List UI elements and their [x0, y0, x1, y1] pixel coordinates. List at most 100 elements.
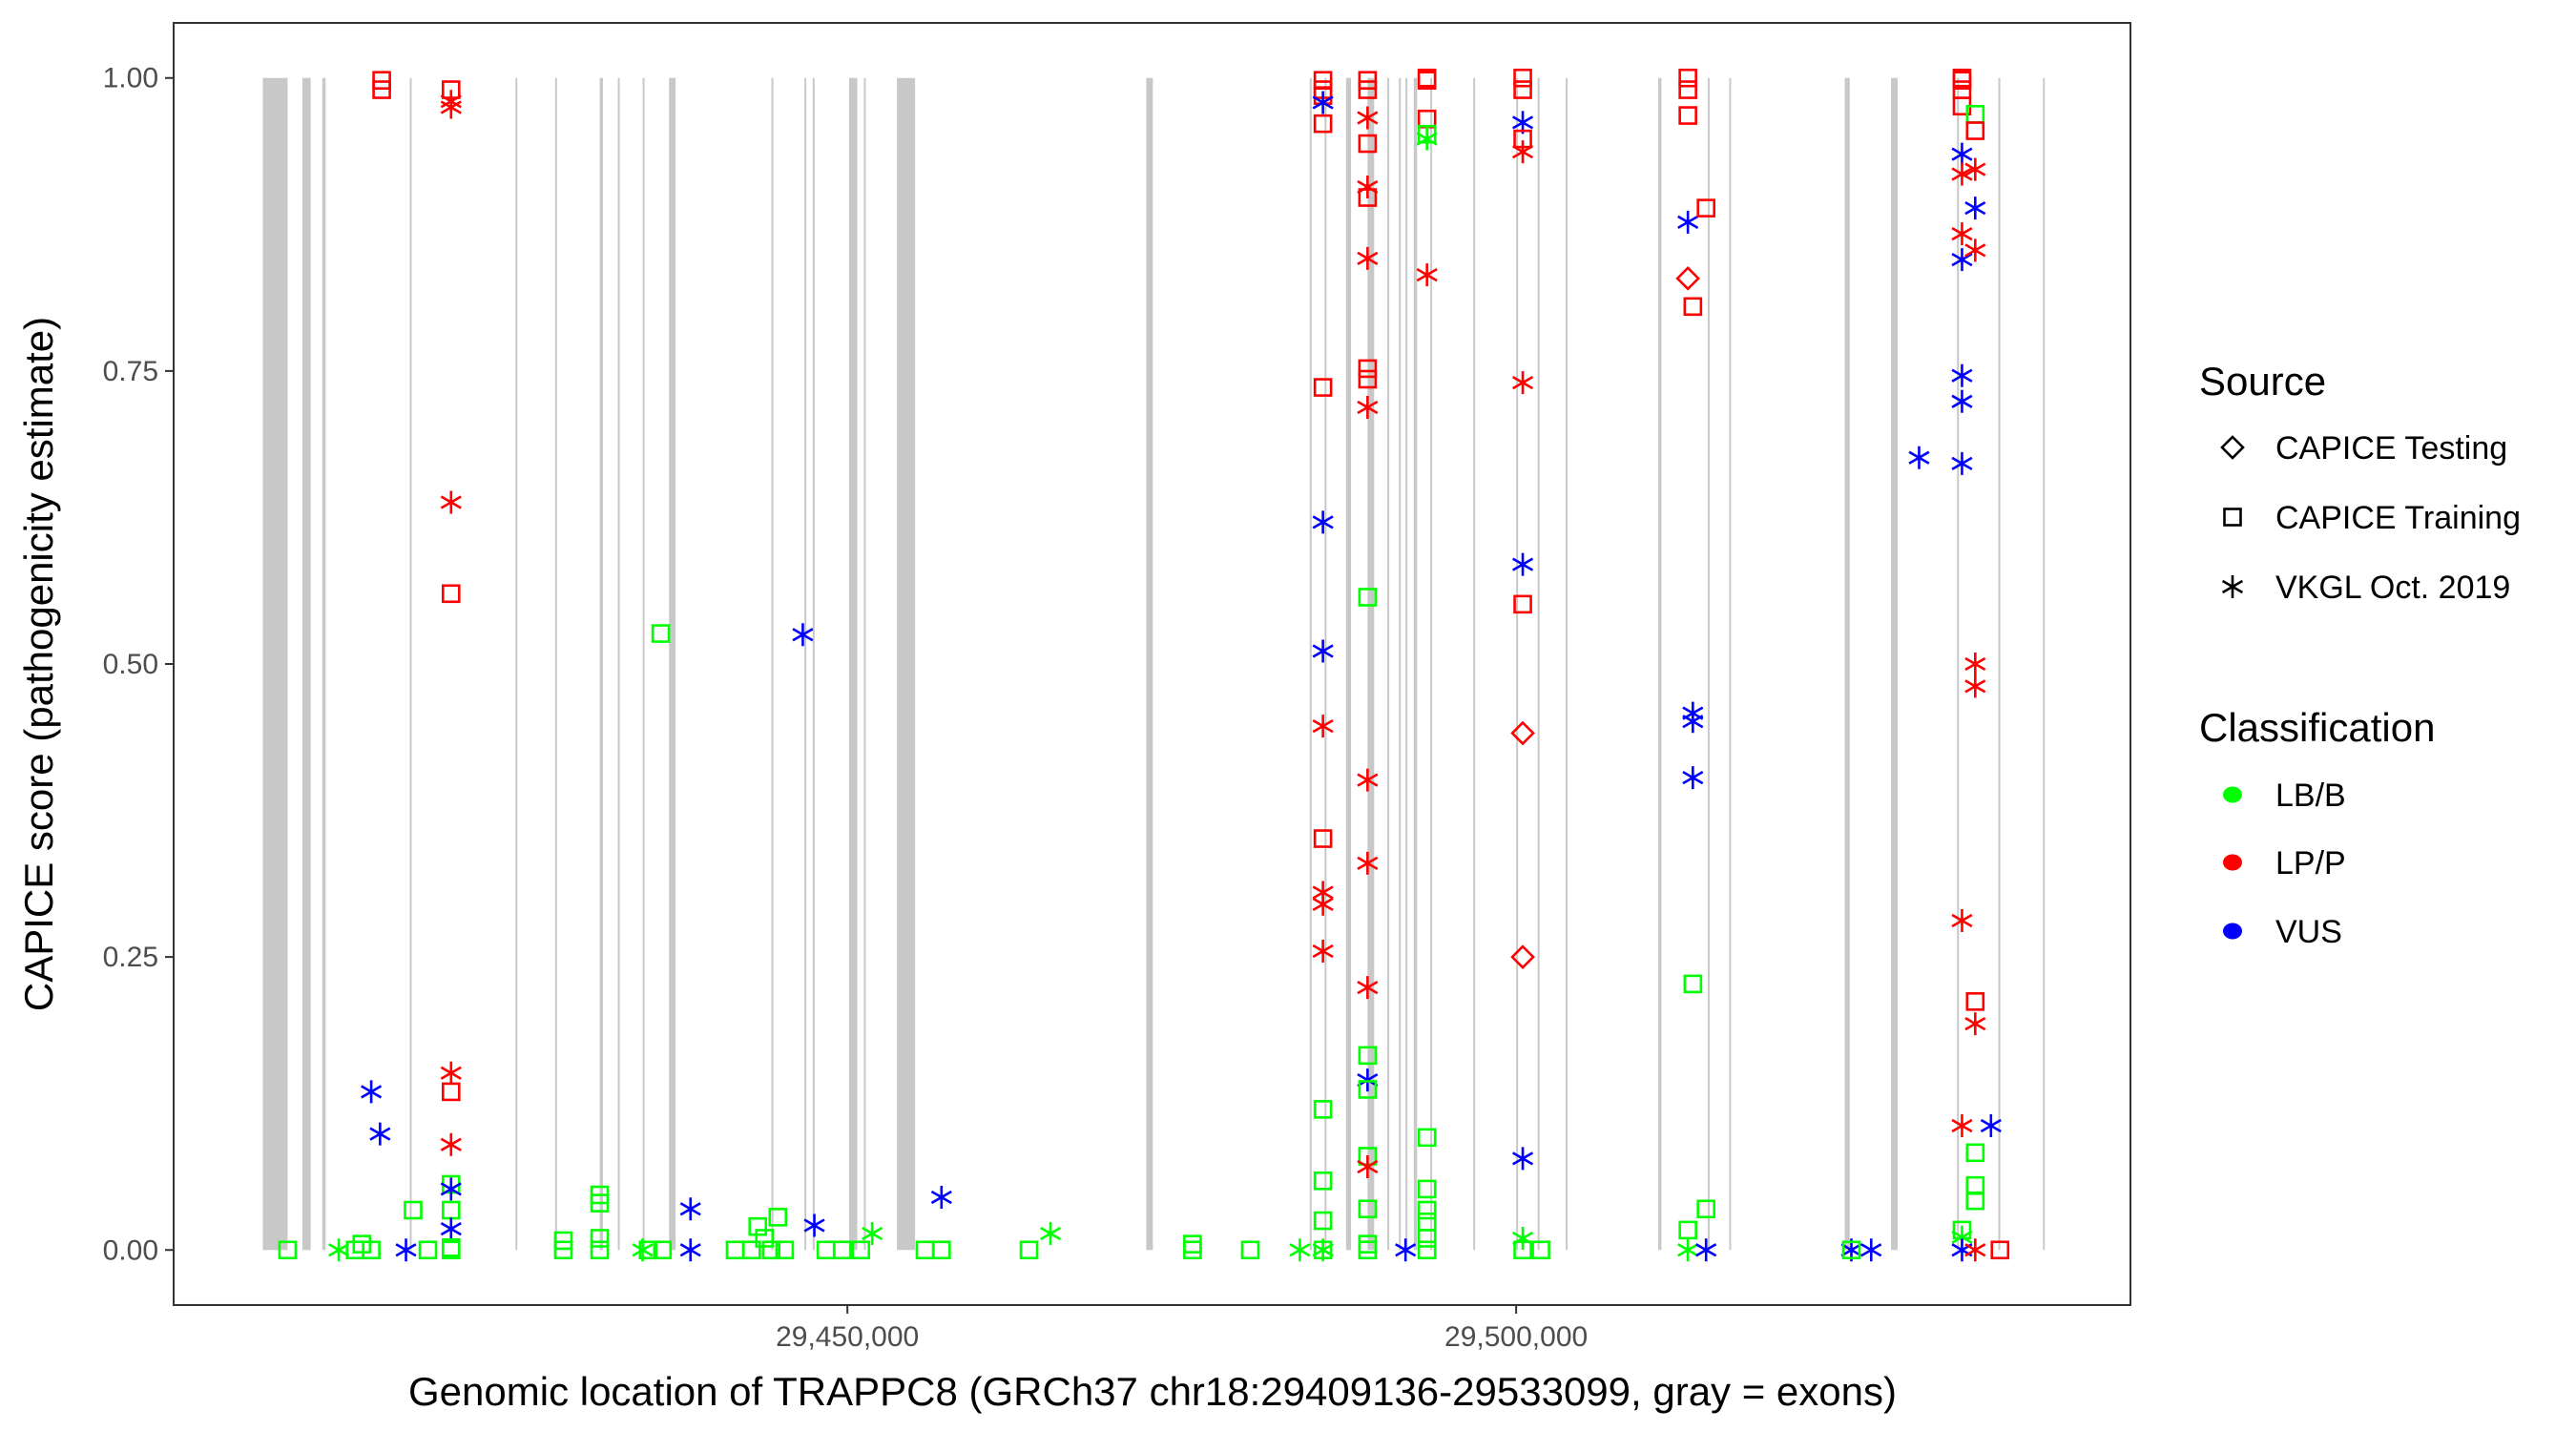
data-point: [1964, 197, 1986, 220]
data-point: [679, 1197, 701, 1221]
data-point: [1980, 1114, 2002, 1138]
data-point: [1417, 1179, 1437, 1199]
data-point: [1357, 175, 1379, 198]
data-point: [1357, 106, 1379, 130]
data-point: [816, 1240, 836, 1260]
data-point: [1417, 1128, 1437, 1148]
legend-asterisk-icon: [2221, 575, 2244, 598]
data-point: [651, 624, 671, 643]
exon-band: [1413, 77, 1418, 1251]
y-tick-label: 0.25: [103, 942, 158, 973]
data-point: [1964, 1012, 1986, 1036]
data-point: [1240, 1240, 1260, 1260]
data-point: [792, 623, 814, 647]
data-point: [1357, 1068, 1379, 1092]
data-point: [1951, 451, 1973, 475]
legend-square-icon: [2223, 508, 2242, 527]
data-point: [369, 1122, 391, 1146]
data-point: [1357, 768, 1379, 792]
data-point: [1951, 222, 1973, 246]
data-point: [1417, 109, 1437, 129]
legend-dot-icon: [2223, 854, 2242, 871]
data-point: [833, 1240, 852, 1260]
y-tick-label: 1.00: [103, 63, 158, 94]
data-point: [1513, 594, 1532, 614]
data-point: [1951, 389, 1973, 413]
exon-band: [2043, 77, 2046, 1251]
exon-band: [863, 77, 866, 1251]
data-point: [395, 1238, 417, 1262]
data-point: [441, 80, 461, 99]
data-point: [1040, 1222, 1062, 1246]
exon-band: [554, 77, 557, 1251]
data-point: [590, 1185, 610, 1205]
data-point: [1682, 710, 1704, 734]
data-point: [404, 1200, 423, 1220]
exon-band: [1844, 77, 1850, 1251]
exon-band: [1309, 77, 1312, 1251]
exon-band: [812, 77, 815, 1251]
data-point: [768, 1208, 788, 1227]
data-point: [1513, 68, 1532, 88]
data-point: [441, 1200, 461, 1220]
data-point: [1417, 1212, 1437, 1232]
data-point: [440, 1132, 462, 1156]
exon-band: [409, 77, 412, 1251]
legend: Source Classification CAPICE Testing CAPI…: [2199, 359, 2521, 950]
data-point: [372, 80, 391, 99]
data-point: [440, 490, 462, 514]
exon-band: [1399, 77, 1402, 1251]
data-point: [1313, 1100, 1333, 1119]
data-point: [1183, 1240, 1202, 1260]
data-point: [1358, 1240, 1378, 1260]
data-point: [1357, 976, 1379, 1000]
data-point: [1678, 80, 1697, 99]
data-point: [1678, 68, 1697, 88]
data-point: [1682, 766, 1704, 790]
y-tick-label: 0.50: [103, 649, 158, 680]
data-point: [1964, 157, 1986, 181]
data-point: [590, 1240, 610, 1260]
data-point: [1417, 1229, 1437, 1248]
data-point: [1358, 588, 1378, 607]
data-point: [1313, 1211, 1333, 1231]
data-point: [741, 1240, 761, 1260]
data-point: [1677, 210, 1699, 234]
exon-band: [1957, 77, 1960, 1251]
exon-band: [1657, 77, 1662, 1251]
data-point: [1675, 265, 1700, 291]
data-point: [1695, 1238, 1717, 1262]
data-point: [1510, 720, 1535, 746]
exon-band: [669, 77, 676, 1251]
data-point: [725, 1240, 745, 1260]
x-axis-title: Genomic location of TRAPPC8 (GRCh37 chr1…: [408, 1369, 1897, 1414]
exon-band: [1430, 77, 1433, 1251]
data-point: [553, 1240, 573, 1260]
data-point: [1696, 1199, 1716, 1219]
data-point: [1358, 188, 1378, 207]
exon-band: [804, 77, 807, 1251]
exon-band: [1387, 77, 1390, 1251]
y-axis: 0.00 0.25 0.50 0.75 1.00: [103, 63, 174, 1266]
data-point: [345, 1240, 365, 1260]
data-point: [862, 1222, 883, 1246]
data-point: [1312, 639, 1334, 663]
data-point: [1358, 71, 1378, 90]
data-point: [1358, 369, 1378, 389]
exon-band: [302, 77, 311, 1251]
exon-band: [642, 77, 645, 1251]
data-point: [1841, 1240, 1861, 1260]
x-tick-label: 29,500,000: [1444, 1321, 1588, 1353]
data-point: [372, 71, 391, 90]
data-point: [590, 1229, 610, 1248]
data-point: [1683, 297, 1703, 317]
data-point: [1952, 71, 1972, 90]
exon-band: [897, 77, 916, 1251]
data-point: [1951, 1114, 1973, 1138]
data-point: [932, 1240, 951, 1260]
data-point: [440, 95, 462, 119]
legend-dot-icon: [2223, 786, 2242, 803]
data-point: [1952, 80, 1972, 99]
data-point: [1416, 263, 1438, 287]
data-point: [775, 1240, 795, 1260]
